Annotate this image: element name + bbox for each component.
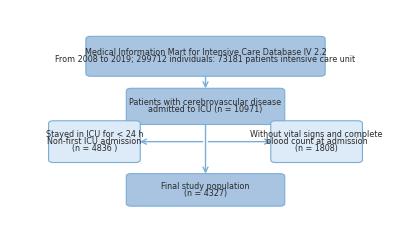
Text: (n = 1808): (n = 1808) <box>295 144 338 153</box>
Text: admitted to ICU (n = 10971): admitted to ICU (n = 10971) <box>148 105 263 114</box>
Text: Final study population: Final study population <box>161 182 250 191</box>
Text: Patients with cerebrovascular disease: Patients with cerebrovascular disease <box>130 98 282 107</box>
Text: (n = 4327): (n = 4327) <box>184 189 227 198</box>
Text: Non-first ICU admission: Non-first ICU admission <box>47 137 142 146</box>
FancyBboxPatch shape <box>271 121 363 162</box>
Text: Without vital signs and complete: Without vital signs and complete <box>251 130 383 139</box>
Text: From 2008 to 2019; 299712 individuals: 73181 patients intensive care unit: From 2008 to 2019; 299712 individuals: 7… <box>55 55 356 64</box>
FancyBboxPatch shape <box>126 174 285 206</box>
Text: Medical Information Mart for Intensive Care Database IV 2.2: Medical Information Mart for Intensive C… <box>85 48 326 57</box>
Text: blood count at admission: blood count at admission <box>266 137 367 146</box>
FancyBboxPatch shape <box>126 88 285 125</box>
FancyBboxPatch shape <box>86 36 325 76</box>
FancyBboxPatch shape <box>49 121 140 162</box>
Text: Stayed in ICU for < 24 h: Stayed in ICU for < 24 h <box>46 130 143 139</box>
Text: (n = 4836 ): (n = 4836 ) <box>72 144 117 153</box>
